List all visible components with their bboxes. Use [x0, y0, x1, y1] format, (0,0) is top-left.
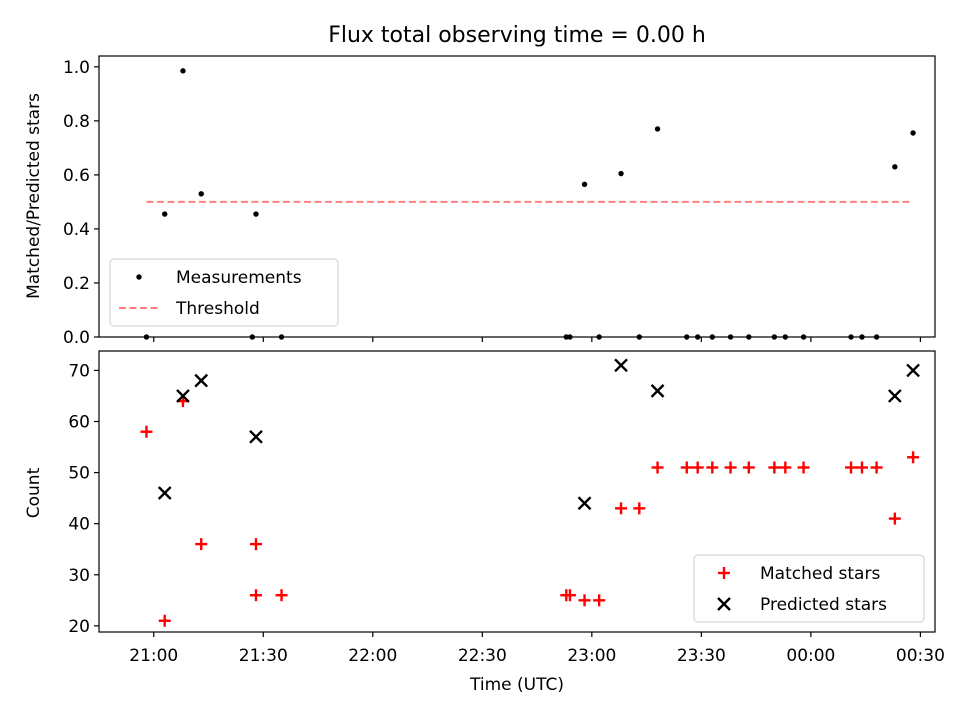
xtick-label: 23:30: [677, 646, 726, 666]
predicted-stars-point: [249, 429, 263, 444]
legend-measurements-marker: [136, 274, 142, 280]
measurement-point: [892, 164, 898, 170]
x-axis-label: Time (UTC): [469, 675, 564, 695]
top-ytick-label: 0.8: [63, 112, 90, 132]
measurement-point: [253, 211, 259, 217]
legend-measurements-label: Measurements: [176, 268, 302, 288]
top-legend: Measurements Threshold: [109, 258, 339, 327]
predicted-stars-point: [887, 389, 902, 403]
xtick-label: 00:00: [786, 646, 835, 666]
matched-stars-point: [140, 425, 153, 438]
predicted-stars-point: [906, 363, 920, 378]
matched-stars-point: [845, 461, 858, 474]
xtick-label: 21:30: [239, 646, 288, 666]
top-panel: 0.0 0.2 0.4 0.6 0.8 1.0 Matched/Predicted sta…: [24, 55, 936, 348]
top-ytick-label: 0.0: [63, 328, 90, 348]
bottom-ytick-label: 40: [68, 515, 90, 535]
top-legend-box: [109, 258, 339, 327]
matched-stars-point: [158, 614, 171, 627]
bottom-x-axis: 21:00 21:30 22:00 22:30 23:00 23:30 00:00 00:30: [129, 632, 945, 666]
matched-stars-point: [249, 589, 262, 602]
bottom-y-axis-label: Count: [24, 467, 44, 518]
measurement-point: [581, 181, 588, 188]
matched-stars-point: [742, 461, 755, 474]
top-ytick-label: 0.2: [63, 274, 90, 294]
matched-stars-point: [633, 502, 646, 515]
bottom-ytick-label: 20: [68, 617, 90, 637]
top-y-axis-label: Matched/Predicted stars: [24, 93, 44, 299]
matched-stars-point: [680, 461, 693, 474]
bottom-ytick-label: 70: [68, 361, 90, 381]
measurement-point: [654, 126, 661, 132]
matched-stars-point: [651, 461, 664, 474]
bottom-legend-box: [693, 554, 925, 623]
matched-stars-point: [855, 461, 868, 474]
bottom-ytick-label: 50: [68, 464, 90, 484]
matched-stars-point: [578, 594, 591, 607]
legend-matched-label: Matched stars: [760, 564, 880, 584]
predicted-stars-point: [577, 496, 592, 511]
matched-stars-point: [797, 461, 810, 474]
bottom-ytick-label: 30: [68, 566, 90, 586]
xtick-label: 00:30: [896, 646, 945, 666]
bottom-ytick-label: 60: [68, 413, 90, 433]
matched-stars-point: [870, 461, 883, 474]
xtick-label: 23:00: [567, 646, 616, 666]
measurement-point: [162, 211, 168, 217]
top-frame: [98, 55, 936, 338]
bottom-frame: [98, 350, 936, 633]
matched-stars-point: [779, 461, 792, 474]
top-ytick-label: 0.4: [63, 220, 90, 240]
legend-threshold-label: Threshold: [175, 299, 260, 319]
chart-title: Flux total observing time = 0.00 h: [328, 23, 706, 48]
legend-predicted-label: Predicted stars: [760, 595, 887, 615]
matched-stars-point: [593, 594, 606, 607]
matched-stars-point: [249, 538, 262, 551]
top-series: [143, 68, 916, 340]
legend-matched-marker: [718, 567, 730, 579]
matched-stars-point: [615, 502, 628, 515]
xtick-label: 21:00: [129, 646, 178, 666]
bottom-legend: Matched stars Predicted stars: [693, 554, 925, 623]
top-y-axis: 0.0 0.2 0.4 0.6 0.8 1.0: [63, 58, 99, 348]
xtick-label: 22:00: [348, 646, 397, 666]
bottom-y-axis: 20 30 40 50 60 70: [68, 361, 99, 637]
top-ytick-label: 1.0: [63, 58, 90, 78]
predicted-stars-point: [157, 486, 172, 500]
matched-stars-point: [691, 461, 704, 474]
bottom-panel: 20 30 40 50 60 70 21:00 21:30 22:00 22:30 23:00 23…: [24, 350, 945, 695]
predicted-stars-point: [614, 358, 628, 373]
matched-stars-point: [724, 461, 737, 474]
measurement-point: [198, 191, 204, 197]
matched-stars-point: [907, 451, 920, 464]
measurement-point: [618, 170, 624, 177]
matched-stars-point: [768, 461, 781, 474]
matched-stars-point: [195, 538, 208, 551]
top-x-axis: [153, 337, 921, 342]
matched-stars-point: [706, 461, 719, 474]
matched-stars-point: [888, 512, 901, 525]
measurement-point: [180, 68, 186, 74]
bottom-series: [140, 358, 920, 627]
matched-stars-point: [563, 589, 576, 602]
predicted-stars-point: [176, 389, 190, 403]
legend-predicted-marker: [717, 597, 731, 611]
xtick-label: 22:30: [458, 646, 507, 666]
matched-stars-point: [275, 589, 288, 602]
measurement-point: [910, 130, 916, 136]
predicted-stars-point: [650, 384, 665, 398]
predicted-stars-point: [194, 373, 209, 388]
top-ytick-label: 0.6: [63, 166, 90, 186]
